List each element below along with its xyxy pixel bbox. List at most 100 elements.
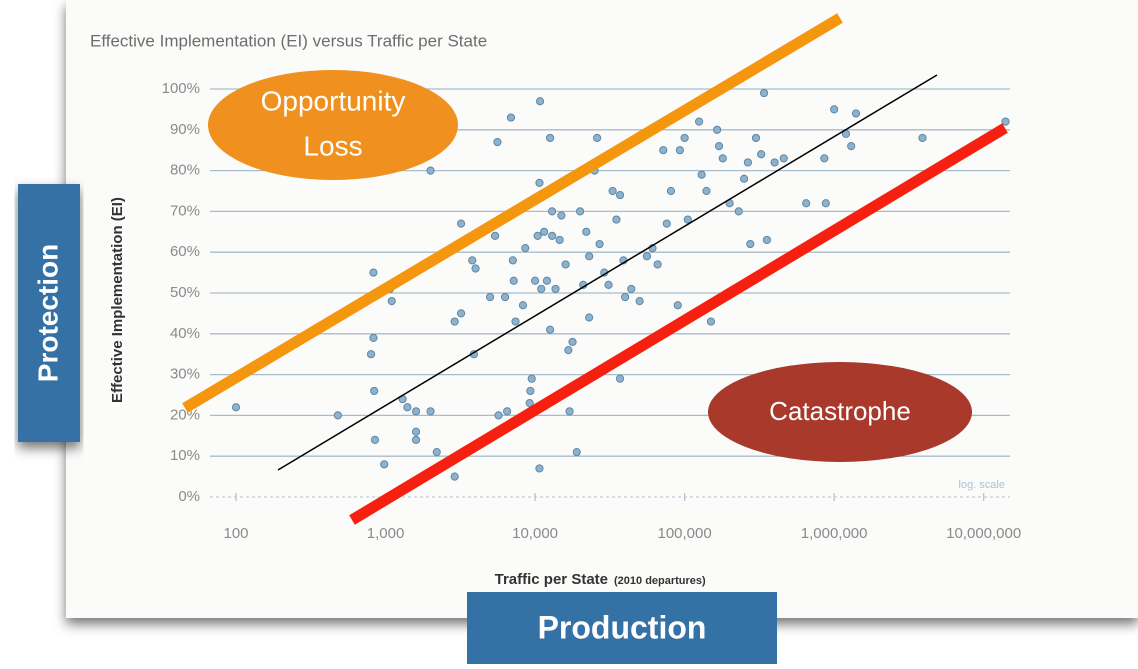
point bbox=[511, 317, 520, 326]
point bbox=[518, 301, 528, 310]
point bbox=[642, 252, 652, 261]
point bbox=[535, 178, 544, 187]
point bbox=[564, 346, 573, 355]
point bbox=[555, 235, 564, 245]
point bbox=[545, 133, 555, 143]
y-tick-label: 80% bbox=[170, 162, 200, 179]
balance-line bbox=[277, 74, 938, 471]
point bbox=[493, 137, 502, 147]
point bbox=[456, 309, 466, 318]
x-tick-label: 10,000,000 bbox=[946, 525, 1021, 542]
x-tick-label: 10,000 bbox=[512, 525, 558, 542]
point bbox=[490, 231, 500, 240]
point bbox=[432, 448, 441, 457]
point bbox=[471, 264, 480, 273]
protection-label: Protection bbox=[32, 244, 63, 382]
point bbox=[694, 117, 704, 126]
point bbox=[535, 97, 545, 106]
point bbox=[759, 88, 769, 98]
point bbox=[612, 215, 621, 224]
point bbox=[411, 435, 421, 444]
point bbox=[485, 292, 495, 302]
point bbox=[662, 219, 671, 228]
point bbox=[734, 207, 743, 216]
point bbox=[575, 207, 585, 216]
point bbox=[502, 407, 512, 416]
point bbox=[530, 276, 540, 285]
point bbox=[697, 170, 706, 179]
point bbox=[751, 133, 761, 143]
point bbox=[918, 133, 927, 143]
point bbox=[653, 260, 662, 269]
point bbox=[366, 350, 376, 359]
y-tick-label: 10% bbox=[170, 447, 200, 464]
point bbox=[585, 313, 594, 322]
point bbox=[527, 374, 536, 383]
opportunity-label: Opportunity bbox=[261, 85, 406, 116]
point bbox=[535, 464, 544, 473]
point bbox=[545, 325, 555, 334]
point bbox=[746, 239, 755, 249]
catastrophe-line bbox=[349, 123, 1008, 525]
point bbox=[500, 292, 510, 302]
point bbox=[506, 113, 516, 122]
point bbox=[627, 284, 636, 294]
point bbox=[620, 292, 630, 302]
point bbox=[714, 142, 724, 151]
point bbox=[548, 231, 557, 240]
point bbox=[666, 186, 676, 196]
point bbox=[369, 333, 378, 342]
y-tick-label: 40% bbox=[170, 325, 200, 342]
point bbox=[370, 386, 379, 396]
point bbox=[673, 301, 682, 310]
overlay: Opportunity Loss Catastrophe Protection … bbox=[18, 13, 1008, 664]
point bbox=[411, 427, 421, 436]
plot: 0% 10% 20% 30% 40% 50% 60% 70% 80% 90% 100% 100 1,00… bbox=[162, 80, 1022, 542]
point bbox=[403, 403, 412, 412]
point bbox=[802, 199, 811, 208]
point bbox=[231, 403, 241, 412]
point bbox=[561, 260, 570, 269]
catastrophe-label: Catastrophe bbox=[769, 396, 911, 426]
point bbox=[608, 186, 617, 196]
y-axis-label: Effective Implementation (EI) bbox=[109, 197, 126, 403]
point bbox=[821, 199, 830, 208]
point bbox=[533, 231, 542, 240]
y-tick-label: 0% bbox=[178, 488, 200, 505]
point bbox=[851, 109, 861, 118]
point bbox=[548, 207, 557, 216]
point bbox=[718, 154, 727, 163]
chart-title: Effective Implementation (EI) versus Tra… bbox=[90, 31, 487, 50]
point bbox=[494, 411, 503, 420]
point bbox=[369, 268, 378, 277]
x-tick-label: 1,000,000 bbox=[801, 525, 868, 542]
opportunity-bubble bbox=[208, 70, 458, 180]
point bbox=[526, 386, 535, 396]
y-tick-label: 70% bbox=[170, 202, 200, 219]
point bbox=[593, 133, 602, 143]
point bbox=[757, 150, 766, 159]
point bbox=[525, 399, 534, 408]
point bbox=[426, 407, 435, 416]
point bbox=[713, 125, 722, 134]
point bbox=[508, 256, 517, 265]
opportunity-line bbox=[182, 13, 843, 413]
point bbox=[468, 256, 477, 265]
point bbox=[551, 284, 560, 294]
point bbox=[456, 219, 466, 228]
point bbox=[557, 211, 566, 220]
point bbox=[509, 276, 518, 285]
scale-note: log. scale bbox=[959, 479, 1005, 491]
point bbox=[450, 317, 459, 326]
point bbox=[604, 280, 613, 289]
y-tick-label: 20% bbox=[170, 406, 200, 423]
point bbox=[537, 284, 546, 294]
point bbox=[540, 227, 549, 236]
y-tick-label: 30% bbox=[170, 366, 200, 383]
x-axis-label: Traffic per State bbox=[495, 571, 608, 588]
y-tick-label: 50% bbox=[170, 284, 200, 301]
point bbox=[370, 435, 380, 444]
point bbox=[572, 448, 581, 457]
y-tick-label: 100% bbox=[162, 80, 200, 97]
